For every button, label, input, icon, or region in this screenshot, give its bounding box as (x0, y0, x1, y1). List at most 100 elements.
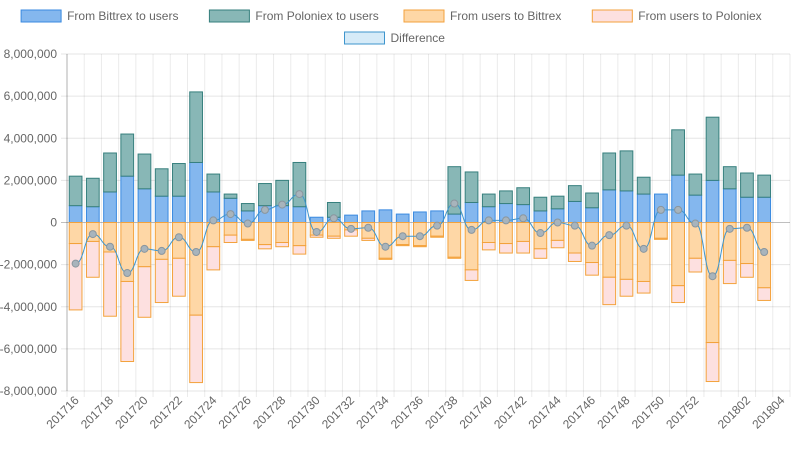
bar-from-poloniex-to-users (292, 161, 307, 208)
y-tick-label: 4,000,000 (4, 131, 58, 145)
x-tick-label: 201720 (112, 393, 150, 431)
legend-label: From Bittrex to users (67, 9, 178, 23)
bar-from-poloniex-to-users (757, 174, 772, 198)
legend-item: From users to Bittrex (403, 9, 561, 23)
bar-from-poloniex-to-users (636, 176, 651, 195)
bar-from-users-to-poloniex (757, 287, 772, 301)
legend-item: From Bittrex to users (20, 9, 178, 23)
difference-point (742, 223, 751, 232)
x-tick-label: 201718 (78, 393, 116, 431)
bar-from-users-to-poloniex (137, 266, 152, 318)
difference-point (209, 216, 218, 225)
bar-from-poloniex-to-users (240, 203, 255, 212)
bar-from-users-to-poloniex (585, 262, 599, 276)
y-tick-label: -4,000,000 (0, 300, 57, 314)
difference-point (656, 205, 665, 214)
bar-from-users-to-bittrex (223, 222, 238, 236)
x-tick-label: 201724 (181, 393, 219, 431)
bar-from-poloniex-to-users (499, 190, 513, 205)
bar-from-users-to-poloniex (722, 259, 737, 285)
bar-from-users-to-poloniex (464, 269, 479, 281)
bar-from-users-to-poloniex (258, 244, 272, 250)
bar-from-users-to-poloniex (85, 240, 100, 278)
difference-point (192, 247, 201, 256)
difference-point (519, 214, 528, 223)
x-tick-label: 201804 (749, 393, 787, 431)
bar-from-users-to-bittrex (189, 222, 203, 316)
difference-point (347, 224, 356, 233)
bar-from-users-to-poloniex (189, 314, 203, 384)
difference-point (381, 242, 390, 251)
bar-from-users-to-poloniex (154, 258, 169, 304)
difference-point (450, 199, 459, 208)
bar-from-poloniex-to-users (705, 116, 720, 181)
bar-from-users-to-poloniex (636, 280, 651, 294)
bar-from-users-to-bittrex (68, 222, 83, 245)
bar-from-users-to-poloniex (671, 285, 685, 304)
bar-from-users-to-bittrex (705, 222, 720, 344)
difference-point (433, 221, 442, 230)
bar-from-users-to-poloniex (326, 235, 341, 239)
bar-from-users-to-poloniex (654, 237, 668, 240)
difference-point (691, 219, 700, 228)
bar-from-poloniex-to-users (172, 163, 186, 197)
bar-from-users-to-poloniex (705, 342, 720, 383)
difference-point (123, 269, 132, 278)
bar-from-poloniex-to-users (120, 133, 135, 177)
bar-from-users-to-poloniex (619, 278, 634, 297)
bar-from-users-to-bittrex (619, 222, 634, 280)
bar-from-bittrex-to-users (154, 195, 169, 223)
bar-from-users-to-poloniex (275, 242, 290, 248)
difference-point (588, 241, 597, 250)
legend-item: From Poloniex to users (208, 9, 379, 23)
legend-swatch (20, 9, 62, 23)
bar-from-users-to-bittrex (688, 222, 703, 259)
bar-from-users-to-poloniex (550, 239, 565, 249)
bar-from-users-to-bittrex (258, 222, 272, 246)
bar-from-bittrex-to-users (567, 200, 582, 223)
difference-point (760, 247, 769, 256)
difference-point (140, 244, 149, 253)
legend: From Bittrex to users From Poloniex to us… (20, 9, 762, 45)
x-tick-label: 201732 (319, 393, 357, 431)
bar-from-users-to-bittrex (447, 222, 462, 258)
bar-from-users-to-poloniex (68, 243, 83, 311)
bar-from-users-to-poloniex (602, 276, 617, 306)
bar-from-bittrex-to-users (705, 179, 720, 223)
difference-point (157, 246, 166, 255)
bar-from-users-to-poloniex (533, 248, 548, 259)
legend-label: From Poloniex to users (255, 9, 378, 23)
bar-from-poloniex-to-users (189, 91, 203, 163)
y-tick-label: -8,000,000 (0, 384, 57, 398)
bar-from-bittrex-to-users (740, 196, 754, 224)
bar-from-users-to-bittrex (516, 222, 531, 242)
bar-from-bittrex-to-users (103, 191, 117, 224)
bar-from-bittrex-to-users (688, 194, 703, 223)
x-tick-label: 201750 (629, 393, 667, 431)
bar-from-poloniex-to-users (722, 166, 737, 190)
legend-item: Difference (344, 31, 445, 45)
bar-from-bittrex-to-users (722, 188, 737, 224)
bar-from-poloniex-to-users (481, 193, 496, 208)
bar-from-users-to-poloniex (292, 245, 307, 255)
bar-from-users-to-poloniex (120, 280, 135, 363)
bar-from-users-to-bittrex (481, 222, 496, 244)
legend-swatch (591, 9, 633, 23)
difference-point (467, 225, 476, 234)
difference-point (329, 214, 338, 223)
bar-from-users-to-bittrex (137, 222, 152, 268)
bar-from-users-to-poloniex (430, 235, 444, 238)
bar-from-poloniex-to-users (602, 152, 617, 191)
difference-point (553, 218, 562, 227)
bar-from-bittrex-to-users (292, 206, 307, 223)
bar-from-bittrex-to-users (344, 214, 358, 224)
legend-swatch (403, 9, 445, 23)
difference-line (71, 190, 769, 281)
x-tick-label: 201726 (216, 393, 254, 431)
bar-from-users-to-poloniex (447, 256, 462, 259)
bar-from-poloniex-to-users (206, 173, 221, 193)
difference-point (536, 229, 545, 238)
x-tick-label: 201742 (491, 393, 529, 431)
bar-from-users-to-poloniex (206, 246, 221, 271)
